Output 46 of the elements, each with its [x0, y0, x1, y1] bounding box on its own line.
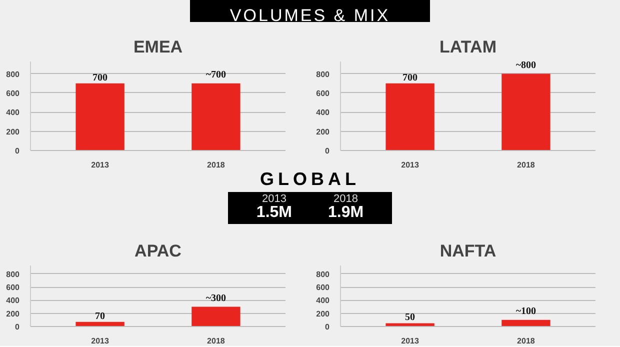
y-tick-label: 0 — [325, 322, 330, 332]
chart-title: NAFTA — [440, 242, 496, 260]
y-tick-label: 200 — [316, 309, 330, 318]
x-tick-label: 2013 — [401, 160, 420, 170]
x-tick-label: 2013 — [401, 336, 420, 346]
chart-title: APAC — [134, 242, 182, 260]
chart-title: LATAM — [440, 38, 496, 56]
y-tick-label: 600 — [316, 88, 330, 98]
x-tick-label: 2018 — [517, 160, 536, 170]
y-tick-label: 800 — [316, 270, 330, 279]
text: 1.9M — [328, 204, 364, 222]
x-tick-label: 2013 — [91, 336, 110, 346]
y-tick-label: 0 — [15, 146, 20, 156]
text: GLOBAL — [260, 169, 360, 190]
data-label: 700 — [92, 72, 108, 84]
text: 2013 — [260, 192, 288, 206]
text: 2018 — [332, 192, 360, 206]
y-tick-label: 600 — [6, 283, 20, 292]
y-tick-label: 600 — [6, 88, 20, 98]
data-label: ~800 — [516, 60, 536, 71]
x-tick-label: 2018 — [207, 336, 226, 346]
y-tick-label: 800 — [6, 270, 20, 279]
chart-title: EMEA — [133, 38, 183, 56]
x-tick-label: 2018 — [517, 336, 536, 346]
y-tick-label: 200 — [6, 309, 20, 318]
y-tick-label: 200 — [316, 127, 330, 136]
y-tick-label: 800 — [316, 70, 330, 79]
y-tick-label: 400 — [316, 296, 330, 306]
x-tick-label: 2018 — [207, 160, 226, 170]
data-label: 700 — [402, 72, 418, 84]
text: VOLUMES & MIX — [190, 0, 430, 25]
x-tick-label: 2013 — [91, 160, 110, 170]
y-tick-label: 0 — [325, 146, 330, 156]
y-tick-label: 400 — [316, 108, 330, 118]
data-label: ~300 — [206, 292, 226, 304]
y-tick-label: 200 — [6, 127, 20, 136]
y-tick-label: 400 — [6, 296, 20, 306]
y-tick-label: 0 — [15, 322, 20, 332]
data-label: 50 — [405, 312, 416, 324]
data-label: ~100 — [516, 306, 536, 317]
y-tick-label: 800 — [6, 70, 20, 79]
data-label: 70 — [95, 310, 106, 322]
y-tick-label: 400 — [6, 108, 20, 118]
text: 1.5M — [256, 204, 292, 222]
y-tick-label: 600 — [316, 283, 330, 292]
data-label: ~700 — [206, 69, 226, 80]
